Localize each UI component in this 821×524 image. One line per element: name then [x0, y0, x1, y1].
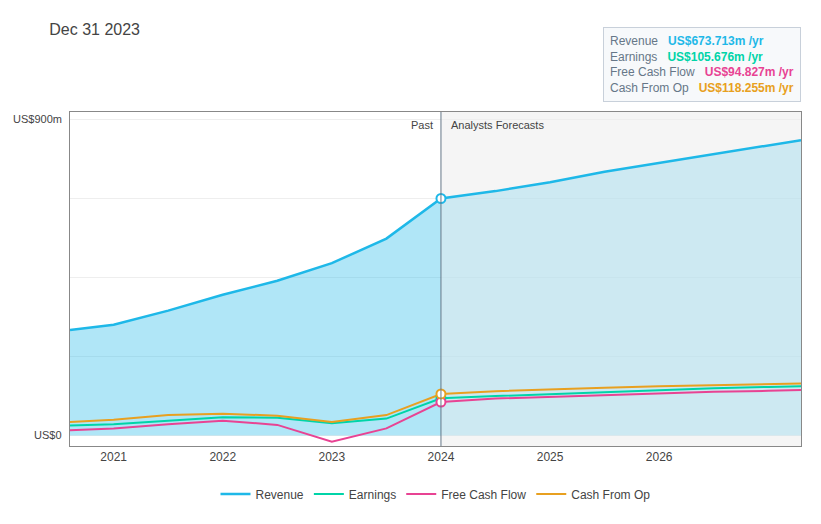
- svg-text:Dec 31 2023: Dec 31 2023: [49, 21, 140, 38]
- svg-text:2022: 2022: [209, 450, 236, 464]
- svg-text:Earnings: Earnings: [349, 488, 396, 502]
- svg-text:Revenue US$673.713m /yrEarni: Revenue US$673.713m /yrEarnings US$105.6…: [610, 34, 794, 95]
- svg-text:2024: 2024: [428, 450, 455, 464]
- svg-text:Free Cash Flow: Free Cash Flow: [441, 488, 526, 502]
- svg-text:US$900m: US$900m: [13, 113, 62, 125]
- svg-text:Revenue: Revenue: [256, 488, 304, 502]
- svg-text:2025: 2025: [537, 450, 564, 464]
- svg-text:2023: 2023: [318, 450, 345, 464]
- svg-text:Past: Past: [411, 119, 433, 131]
- svg-text:Analysts Forecasts: Analysts Forecasts: [451, 119, 544, 131]
- svg-text:2026: 2026: [646, 450, 673, 464]
- svg-text:Cash From Op: Cash From Op: [571, 488, 650, 502]
- svg-text:US$0: US$0: [34, 429, 62, 441]
- svg-text:2021: 2021: [100, 450, 127, 464]
